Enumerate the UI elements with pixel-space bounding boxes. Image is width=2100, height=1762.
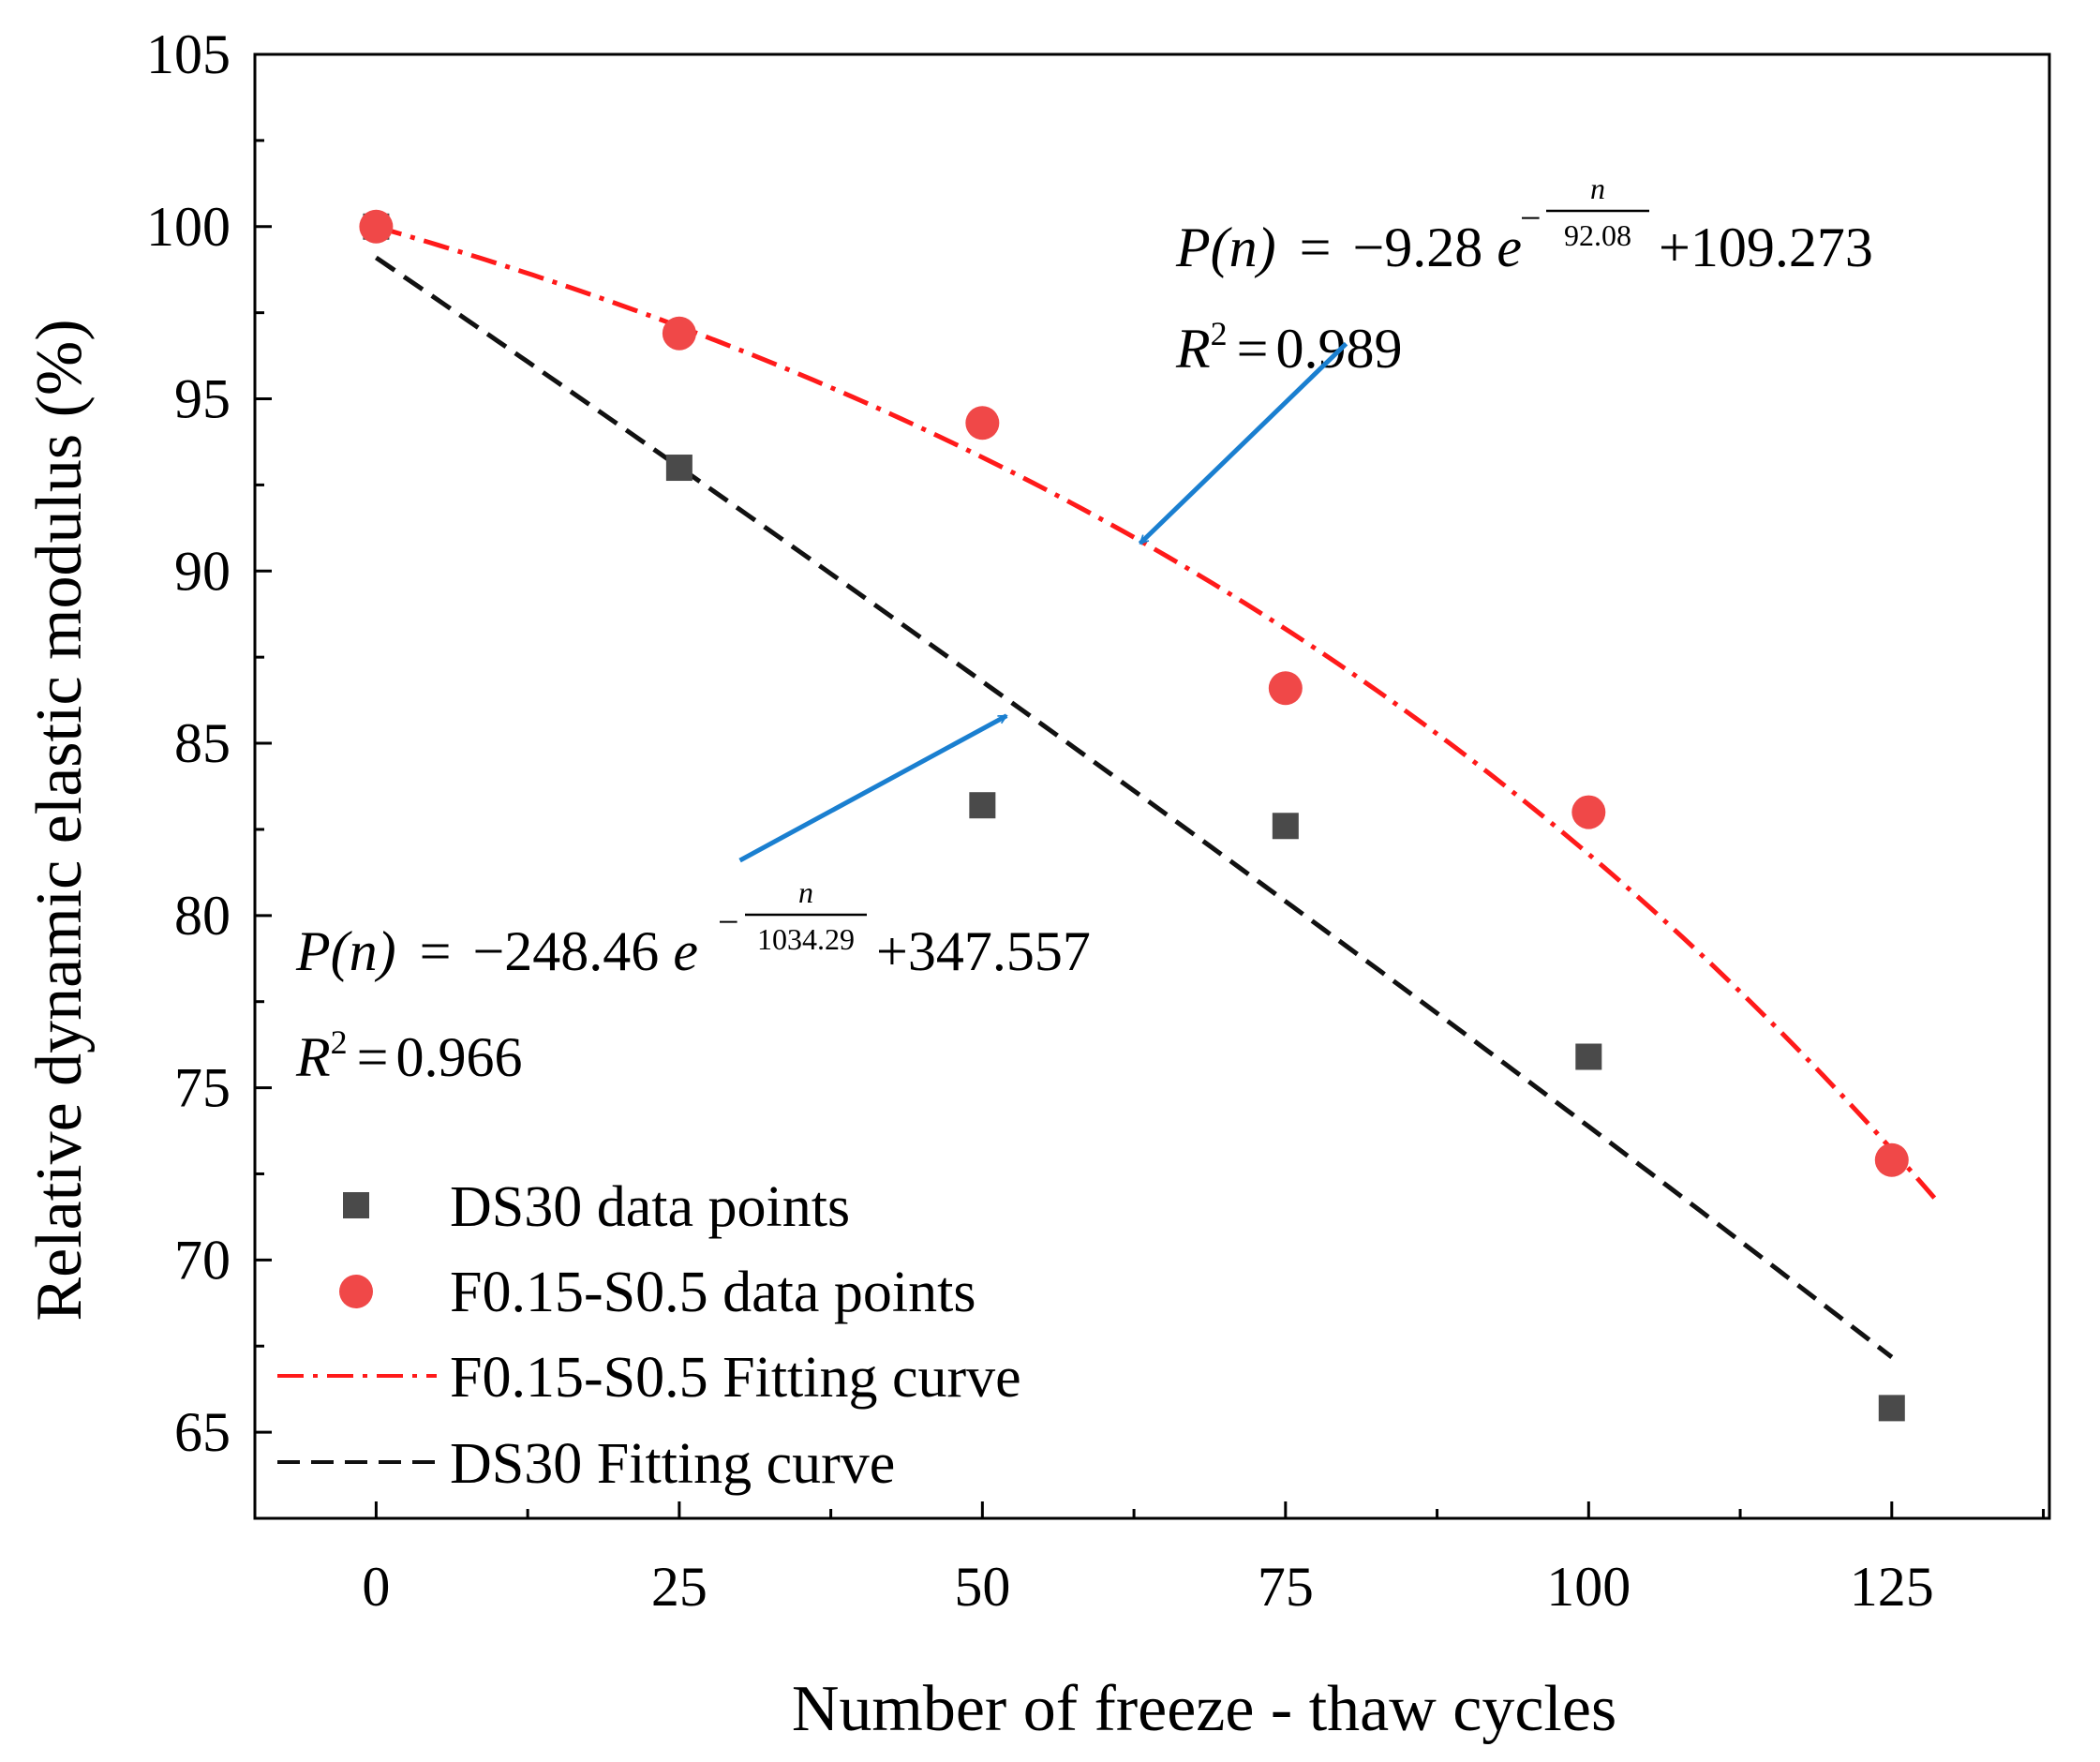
eq1-base: e <box>1497 217 1522 278</box>
legend-f015-curve-label: F0.15-S0.5 Fitting curve <box>450 1346 1021 1410</box>
f015-fitting-curve <box>375 224 1943 1207</box>
y-tick-label-85: 85 <box>174 712 231 774</box>
f015-point-50 <box>965 406 1000 440</box>
annotation-arrows <box>738 341 1348 863</box>
y-tick-label-70: 70 <box>174 1229 231 1291</box>
svg-text:P(n) = −9.28: P(n) = −9.28 e <box>1175 217 1522 278</box>
f015-point-125 <box>1874 1142 1909 1177</box>
eq2-lhs: P(n) <box>295 920 396 982</box>
eq2-exp-num: n <box>798 875 813 909</box>
eq1-lhs: P(n) <box>1175 217 1276 278</box>
ds30-fitting-curve <box>374 255 1894 1360</box>
x-tick-label-75: 75 <box>1258 1556 1314 1618</box>
fitting-curves <box>374 224 1943 1360</box>
svg-text:P(n) = −248.46: P(n) = −248.46 e <box>295 920 698 982</box>
y-tick-label-80: 80 <box>174 885 231 947</box>
y-tick-label-95: 95 <box>174 368 231 430</box>
legend-f015-points-marker <box>339 1275 373 1308</box>
tick-labels: 0 25 50 75 100 125 65 70 75 80 85 90 95 100 105 <box>146 23 1934 1618</box>
f015-point-25 <box>662 316 696 351</box>
eq2-exp-den: 1034.29 <box>757 922 855 956</box>
legend-ds30-curve-label: DS30 Fitting curve <box>450 1432 895 1496</box>
equation-annotation-ds30: P(n) = −248.46 e − n 1034.29 +347.557 R2… <box>295 875 1091 1088</box>
eq1-coef: −9.28 <box>1352 217 1482 278</box>
svg-text:−: − <box>1520 197 1541 239</box>
ds30-point-25 <box>665 455 693 482</box>
eq2-r2-label: R <box>295 1026 331 1088</box>
y-tick-label-105: 105 <box>146 23 231 85</box>
y-tick-label-75: 75 <box>174 1057 231 1119</box>
ds30-point-50 <box>969 792 996 819</box>
f015-point-75 <box>1268 671 1303 706</box>
eq1-exp-num: n <box>1590 172 1605 205</box>
eq2-r2-value: 0.966 <box>396 1026 523 1088</box>
x-tick-label-100: 100 <box>1546 1556 1631 1618</box>
ds30-point-125 <box>1878 1395 1905 1422</box>
legend-f015-points-label: F0.15-S0.5 data points <box>450 1261 976 1324</box>
f015-point-0 <box>359 209 394 244</box>
y-tick-label-90: 90 <box>174 540 231 602</box>
axis-ticks <box>255 52 2046 1518</box>
y-axis-title: Relative dynamic elastic modulus (%) <box>23 319 96 1321</box>
eq1-r2-label: R <box>1175 318 1211 380</box>
annotation-arrow-2 <box>738 713 1007 863</box>
x-axis-title: Number of freeze - thaw cycles <box>792 1673 1616 1745</box>
y-tick-label-65: 65 <box>174 1401 231 1463</box>
y-tick-label-100: 100 <box>146 196 231 258</box>
eq1-tail: +109.273 <box>1659 217 1873 278</box>
x-tick-label-0: 0 <box>362 1556 390 1618</box>
data-points <box>359 209 1909 1422</box>
annotation-arrow-1 <box>1138 341 1348 545</box>
legend: DS30 data points F0.15-S0.5 data points … <box>277 1175 1021 1496</box>
x-tick-label-125: 125 <box>1850 1556 1934 1618</box>
eq2-base: e <box>673 920 698 982</box>
eq1-exp-den: 92.08 <box>1564 218 1631 252</box>
eq2-coef: −248.46 <box>472 920 659 982</box>
ds30-point-100 <box>1575 1043 1602 1070</box>
svg-text:R2=0.989: R2 = 0.989 <box>1175 315 1403 380</box>
equation-annotation-f015: P(n) = −9.28 e − n 92.08 +109.273 R2 = 0.9… <box>1175 172 1873 380</box>
svg-text:−: − <box>718 901 739 943</box>
ds30-point-75 <box>1272 813 1299 840</box>
svg-text:R2=0.966: R2 = 0.966 <box>295 1023 523 1088</box>
plot-frame <box>253 52 2051 1520</box>
eq2-tail: +347.557 <box>876 920 1091 982</box>
x-tick-label-50: 50 <box>954 1556 1010 1618</box>
x-tick-label-25: 25 <box>651 1556 707 1618</box>
legend-ds30-points-label: DS30 data points <box>450 1175 850 1239</box>
f015-point-100 <box>1571 795 1606 829</box>
legend-ds30-points-marker <box>343 1192 369 1218</box>
